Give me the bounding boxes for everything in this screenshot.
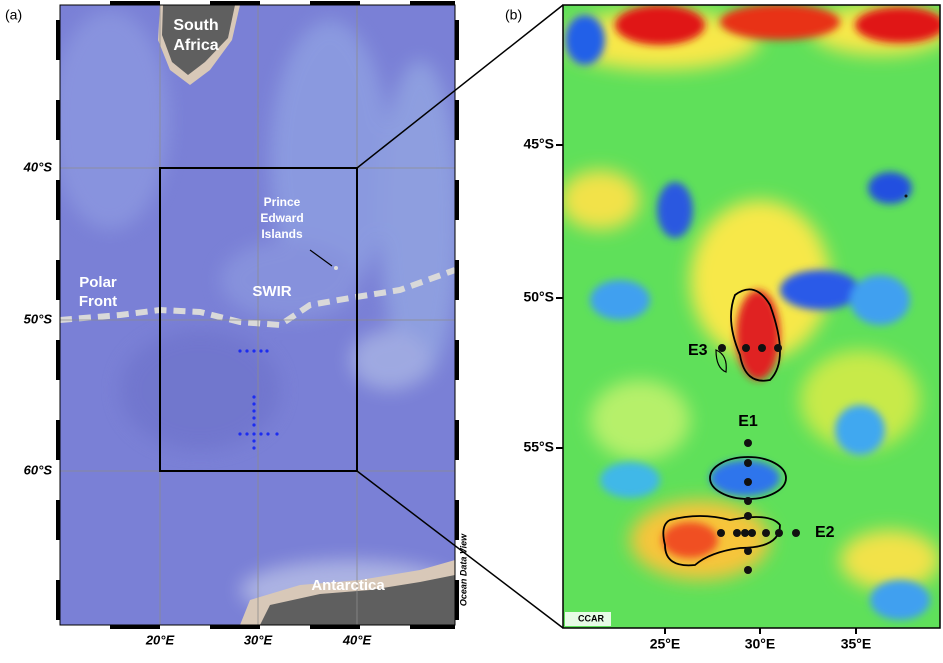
lon-label: 20°E (145, 632, 175, 647)
station-label: E3 (688, 342, 708, 359)
panel-label: (a) (5, 7, 22, 23)
place-label: South (173, 17, 218, 34)
lon-label: 30°E (745, 636, 776, 652)
place-label: Polar (79, 274, 117, 291)
place-label: Edward (260, 211, 303, 225)
station-label: E1 (738, 413, 758, 430)
logo: CCAR (578, 613, 604, 623)
lat-label: 55°S (523, 439, 554, 455)
place-label: SWIR (252, 283, 291, 300)
lon-label: 40°E (342, 632, 372, 647)
panel-label: (b) (505, 7, 522, 23)
place-label: Front (79, 293, 117, 310)
anomaly-map (560, 4, 943, 628)
watermark: Ocean Data View (458, 533, 468, 606)
lon-label: 35°E (841, 636, 872, 652)
lat-label: 50°S (523, 289, 554, 305)
station-label: E2 (815, 524, 835, 541)
lat-label: 40°S (23, 159, 53, 174)
bathymetry-map (50, 5, 460, 625)
lon-label: 30°E (244, 632, 273, 647)
lon-label: 25°E (650, 636, 681, 652)
lat-label: 50°S (24, 311, 53, 326)
figure: (a) South Africa Prince Edward Islands P… (0, 0, 943, 658)
lat-label: 45°S (523, 136, 554, 152)
place-label: Prince (264, 195, 301, 209)
place-label: Africa (173, 37, 218, 54)
place-label: Antarctica (311, 577, 385, 594)
lat-label: 60°S (24, 462, 53, 477)
place-label: Islands (261, 227, 303, 241)
